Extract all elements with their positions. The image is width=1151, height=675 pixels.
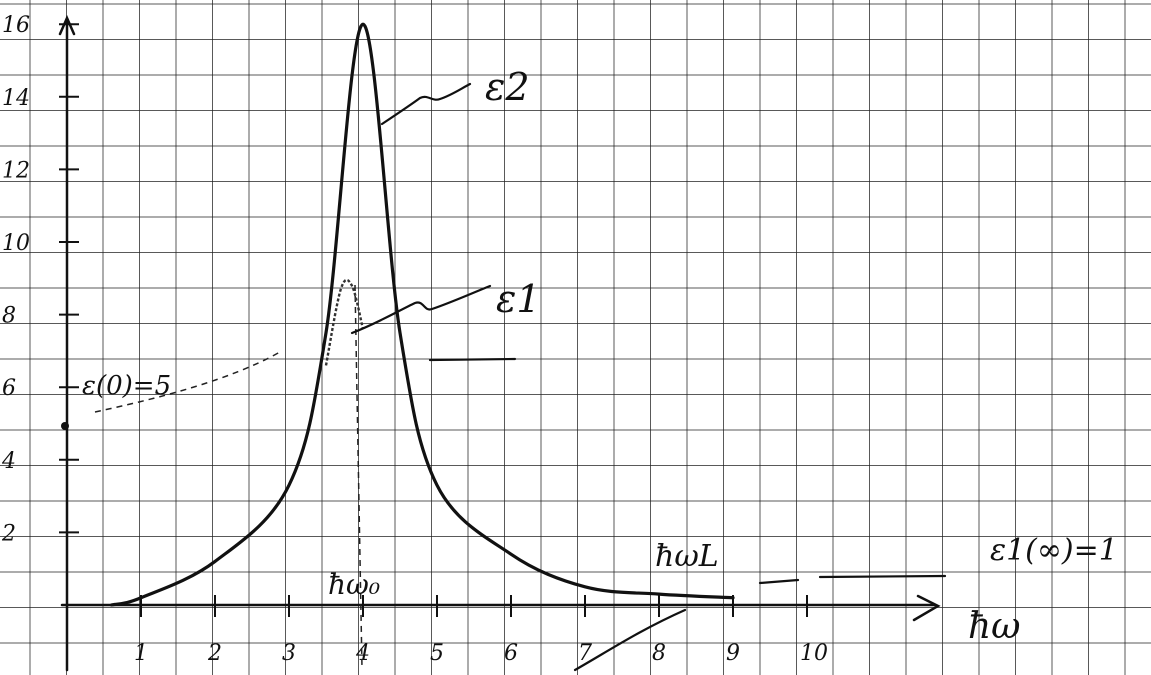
x-tick-label: 9 (726, 641, 740, 666)
eps0-point (61, 422, 69, 430)
y-tick-label: 6 (2, 376, 16, 401)
eps1-low-branch (573, 608, 687, 672)
eps2-label: ε2 (485, 65, 530, 109)
eps-inf-dash-1 (758, 578, 800, 585)
x-tick-label: 3 (282, 641, 296, 666)
x-tick-label: 10 (800, 641, 828, 666)
x-tick-label: 7 (578, 641, 592, 666)
eps-inf-label: ε1(∞)=1 (990, 533, 1118, 568)
y-tick-label: 14 (2, 86, 30, 111)
x-tick-label: 5 (430, 641, 444, 666)
x-tick-label: 1 (134, 641, 148, 666)
y-tick-label: 10 (2, 231, 30, 256)
eps1-pointer (350, 284, 492, 335)
x-tick-label: 6 (504, 641, 518, 666)
tick-marks (59, 23, 808, 617)
eps2-series-line (109, 22, 735, 607)
x-axis-arrow (912, 594, 941, 622)
y-tick-label: 4 (1, 449, 16, 474)
omega0-label: ħω₀ (328, 568, 380, 601)
x-axis-label: ħω (968, 606, 1021, 647)
eps-inf-dash-2 (818, 574, 947, 579)
eps1-label: ε1 (496, 277, 541, 321)
eps1-extrapolation-dashed (94, 351, 281, 413)
omega0-vertical-guide (354, 284, 363, 669)
eps2-pointer (380, 82, 472, 126)
x-tick-label: 2 (207, 641, 222, 666)
x-tick-label: 4 (355, 641, 370, 666)
y-tick-label: 8 (2, 304, 16, 329)
y-axis-arrow (58, 14, 76, 36)
y-tick-label: 12 (2, 158, 30, 183)
y-tick-label: 16 (2, 13, 30, 38)
omegaL-label: ħωL (655, 539, 719, 574)
eps0-label: ε(0)=5 (82, 371, 171, 401)
eps1-label-stroke (428, 357, 517, 362)
x-tick-label: 8 (652, 641, 666, 666)
y-tick-label: 2 (1, 521, 16, 546)
